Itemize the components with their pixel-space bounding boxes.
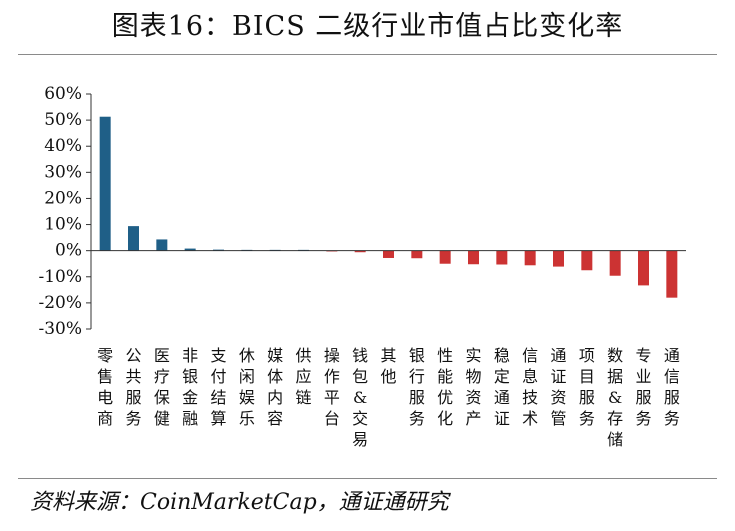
source-divider	[18, 478, 717, 479]
y-tick-label: 40%	[44, 136, 82, 156]
bar-1	[99, 116, 111, 251]
bar-17	[553, 250, 564, 267]
bar-5	[213, 249, 224, 251]
chart-title: 图表16：BICS 二级行业市值占比变化率	[111, 11, 624, 42]
x-tick-label: 公共服务	[125, 346, 141, 428]
bar-21	[666, 250, 678, 298]
x-tick-label: 零售电商	[97, 346, 113, 428]
bar-11	[383, 250, 394, 258]
x-tick-label: 项目服务	[579, 346, 595, 428]
x-tick-label: 性能优化	[437, 346, 453, 428]
y-tick-label: 30%	[44, 162, 82, 182]
x-tick-label: 银行服务	[409, 346, 425, 428]
x-tick-label: 钱包&交易	[352, 346, 368, 449]
bar-18	[581, 250, 593, 271]
x-tick-label: 医疗保健	[154, 346, 170, 428]
bar-10	[354, 250, 366, 253]
x-tick-label: 信息技术	[522, 346, 538, 428]
y-tick-label: 10%	[44, 215, 82, 235]
bar-4	[184, 248, 196, 251]
bar-chart: 60% 50% 40% 30% 20% 10% 0% -10% -20% -30% 零售电商公共服务…	[38, 84, 686, 449]
bar-16	[524, 250, 536, 266]
x-tick-label: 支付结算	[210, 346, 226, 428]
x-tick-label: 媒体内容	[267, 346, 283, 428]
y-tick-label: 20%	[44, 188, 82, 208]
x-tick-label: 数据&存储	[607, 346, 623, 449]
y-tick-label: 60%	[44, 84, 82, 104]
bar-2	[128, 226, 139, 251]
bar-13	[439, 250, 451, 264]
x-tick-label: 专业服务	[635, 346, 651, 428]
x-tick-label: 休闲娱乐	[239, 346, 255, 428]
x-tick-label: 供应链	[295, 346, 311, 407]
x-tick-label: 通信服务	[664, 346, 680, 428]
x-tick-label: 稳定通证	[494, 346, 510, 428]
bar-3	[156, 239, 168, 251]
bar-20	[638, 250, 649, 286]
x-tick-label: 操作平台	[324, 346, 340, 428]
y-tick-label: -30%	[38, 319, 82, 339]
source-note: 资料来源：CoinMarketCap，通证通研究	[30, 490, 449, 515]
x-tick-label: 非银金融	[182, 346, 198, 428]
y-tick-label: 50%	[44, 110, 82, 130]
x-tick-label: 其他	[380, 346, 396, 386]
y-tick-label: -10%	[38, 267, 82, 287]
title-divider	[18, 54, 717, 55]
x-tick-label: 通证资管	[550, 346, 566, 428]
bar-12	[411, 250, 423, 259]
bar-14	[468, 250, 479, 265]
x-tick-label: 实物资产	[465, 346, 481, 428]
bar-19	[609, 250, 621, 276]
y-tick-label: -20%	[38, 293, 82, 313]
y-tick-label: 0%	[55, 241, 82, 261]
bar-15	[496, 250, 508, 265]
